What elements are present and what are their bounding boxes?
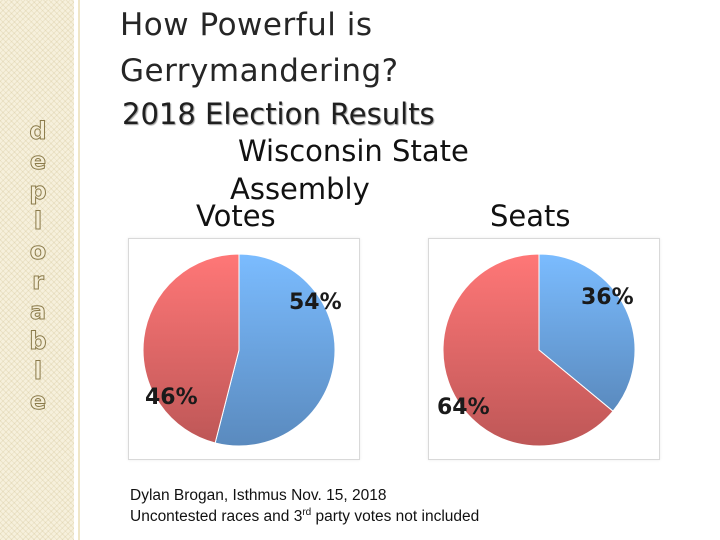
slide-title-line-2: Gerrymandering? (120, 53, 399, 89)
side-letter: d (29, 117, 47, 146)
pie-slice-label: 36% (581, 285, 634, 310)
side-letter: e (29, 387, 47, 416)
slide-subtitle: 2018 Election Results (122, 97, 435, 131)
pie-slice-label: 54% (289, 290, 342, 315)
side-letter: l (33, 207, 43, 236)
seats-chart-title: Seats (490, 199, 571, 233)
seats-pie-svg: 36% 64% (437, 253, 636, 447)
pie-slice (538, 253, 636, 412)
side-divider (78, 0, 80, 540)
votes-pie-svg: 54% 46% (142, 253, 342, 447)
footnote-suffix: party votes not included (311, 508, 480, 525)
pie-slice-label: 64% (437, 395, 490, 420)
pie-slice (142, 253, 240, 444)
footnote-ordinal: rd (302, 506, 312, 518)
side-letter: o (29, 237, 47, 266)
source-citation: Dylan Brogan, Isthmus Nov. 15, 2018 (130, 487, 387, 504)
side-letter: l (33, 357, 43, 386)
side-letter: r (32, 267, 45, 296)
assembly-heading-line-2: Assembly (230, 172, 370, 206)
seats-pie-chart: 36% 64% (428, 238, 660, 460)
side-letter: b (29, 327, 47, 356)
footnote: Uncontested races and 3rd party votes no… (130, 507, 479, 527)
footnote-prefix: Uncontested races and 3 (130, 508, 303, 525)
vertical-side-word: d e p l o r a b l e (28, 116, 48, 416)
side-letter: a (29, 297, 47, 326)
pie-slice (214, 253, 336, 447)
assembly-heading-line-1: Wisconsin State (238, 134, 469, 168)
pie-slice-label: 46% (145, 385, 198, 410)
decorative-side-band (0, 0, 74, 540)
votes-chart-title: Votes (196, 199, 276, 233)
side-letter: e (29, 147, 47, 176)
votes-pie-chart: 54% 46% (128, 238, 360, 460)
slide-title-line-1: How Powerful is (120, 7, 373, 43)
pie-slice (442, 253, 614, 447)
side-letter: p (29, 177, 47, 206)
